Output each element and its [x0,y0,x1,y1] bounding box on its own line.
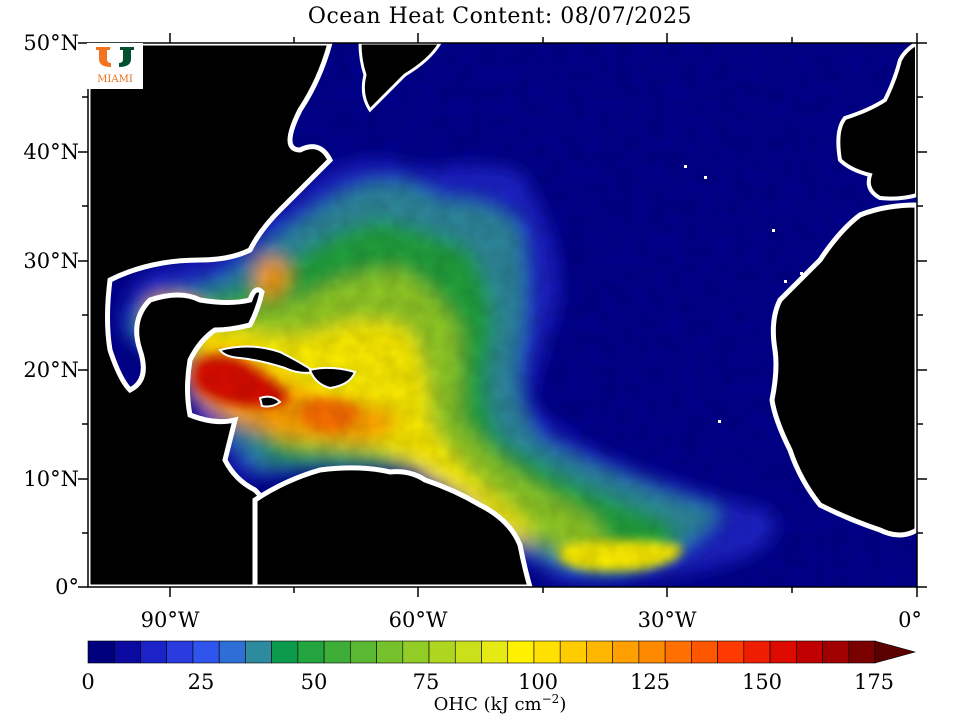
colorbar-label: OHC (kJ cm−2) [433,692,567,715]
colorbar-swatch [245,640,272,664]
colorbar-swatch [559,640,587,664]
lat-label-10n: 10°N [23,467,79,491]
land-north-america [88,43,334,587]
lat-label-40n: 40°N [23,140,79,164]
lat-label-50n: 50°N [23,31,79,55]
colorbar-swatch [822,640,850,664]
colorbar-swatch [192,640,220,664]
colorbar [87,640,917,664]
colorbar-swatch [218,640,246,664]
u-logo-icon [96,47,134,67]
map-title: Ocean Heat Content: 08/07/2025 [307,4,693,29]
lon-label-0: 0° [898,608,922,632]
colorbar-swatch [376,640,404,664]
colorbar-swatch [271,640,299,664]
colorbar-swatch [795,640,823,664]
colorbar-tick-0: 0 [81,670,95,694]
colorbar-swatch [691,640,718,664]
colorbar-tick-150: 150 [741,670,783,694]
colorbar-tick-75: 75 [412,670,440,694]
colorbar-swatch [402,640,430,664]
land-africa [769,202,917,538]
lat-label-30n: 30°N [23,249,79,273]
colorbar-swatch [428,640,456,664]
colorbar-swatch [113,640,141,664]
lon-label-60w: 60°W [388,608,448,632]
colorbar-swatch [612,640,640,664]
colorbar-swatch [454,640,482,664]
colorbar-tick-25: 25 [187,670,215,694]
colorbar-swatch [717,640,745,664]
colorbar-tick-50: 50 [300,670,328,694]
logo-text: MIAMI [97,74,133,85]
colorbar-swatch [507,640,535,664]
land-greater-antilles [218,345,318,374]
colorbar-tick-100: 100 [517,670,559,694]
axis-ticks [78,33,927,597]
lon-label-90w: 90°W [140,608,200,632]
colorbar-swatch [638,640,666,664]
colorbar-swatch [350,640,377,664]
colorbar-swatch [848,640,876,664]
colorbar-swatch [166,640,194,664]
colorbar-swatch [743,640,771,664]
colorbar-tick-125: 125 [629,670,671,694]
colorbar-tick-175: 175 [853,670,895,694]
lon-label-30w: 30°W [637,608,697,632]
colorbar-swatch [586,640,613,664]
land-south-america [252,465,533,587]
colorbar-swatch [297,640,325,664]
miami-logo: MIAMI [87,43,143,89]
lat-label-20n: 20°N [23,358,79,382]
colorbar-swatch [664,640,692,664]
colorbar-swatch [87,640,115,664]
lat-label-0: 0° [55,575,79,599]
colorbar-swatch [769,640,797,664]
colorbar-extend-arrow [874,640,917,664]
colorbar-swatch [323,640,351,664]
colorbar-swatch [481,640,509,664]
land-europe [836,43,917,201]
colorbar-swatch [140,640,167,664]
colorbar-swatch [533,640,561,664]
